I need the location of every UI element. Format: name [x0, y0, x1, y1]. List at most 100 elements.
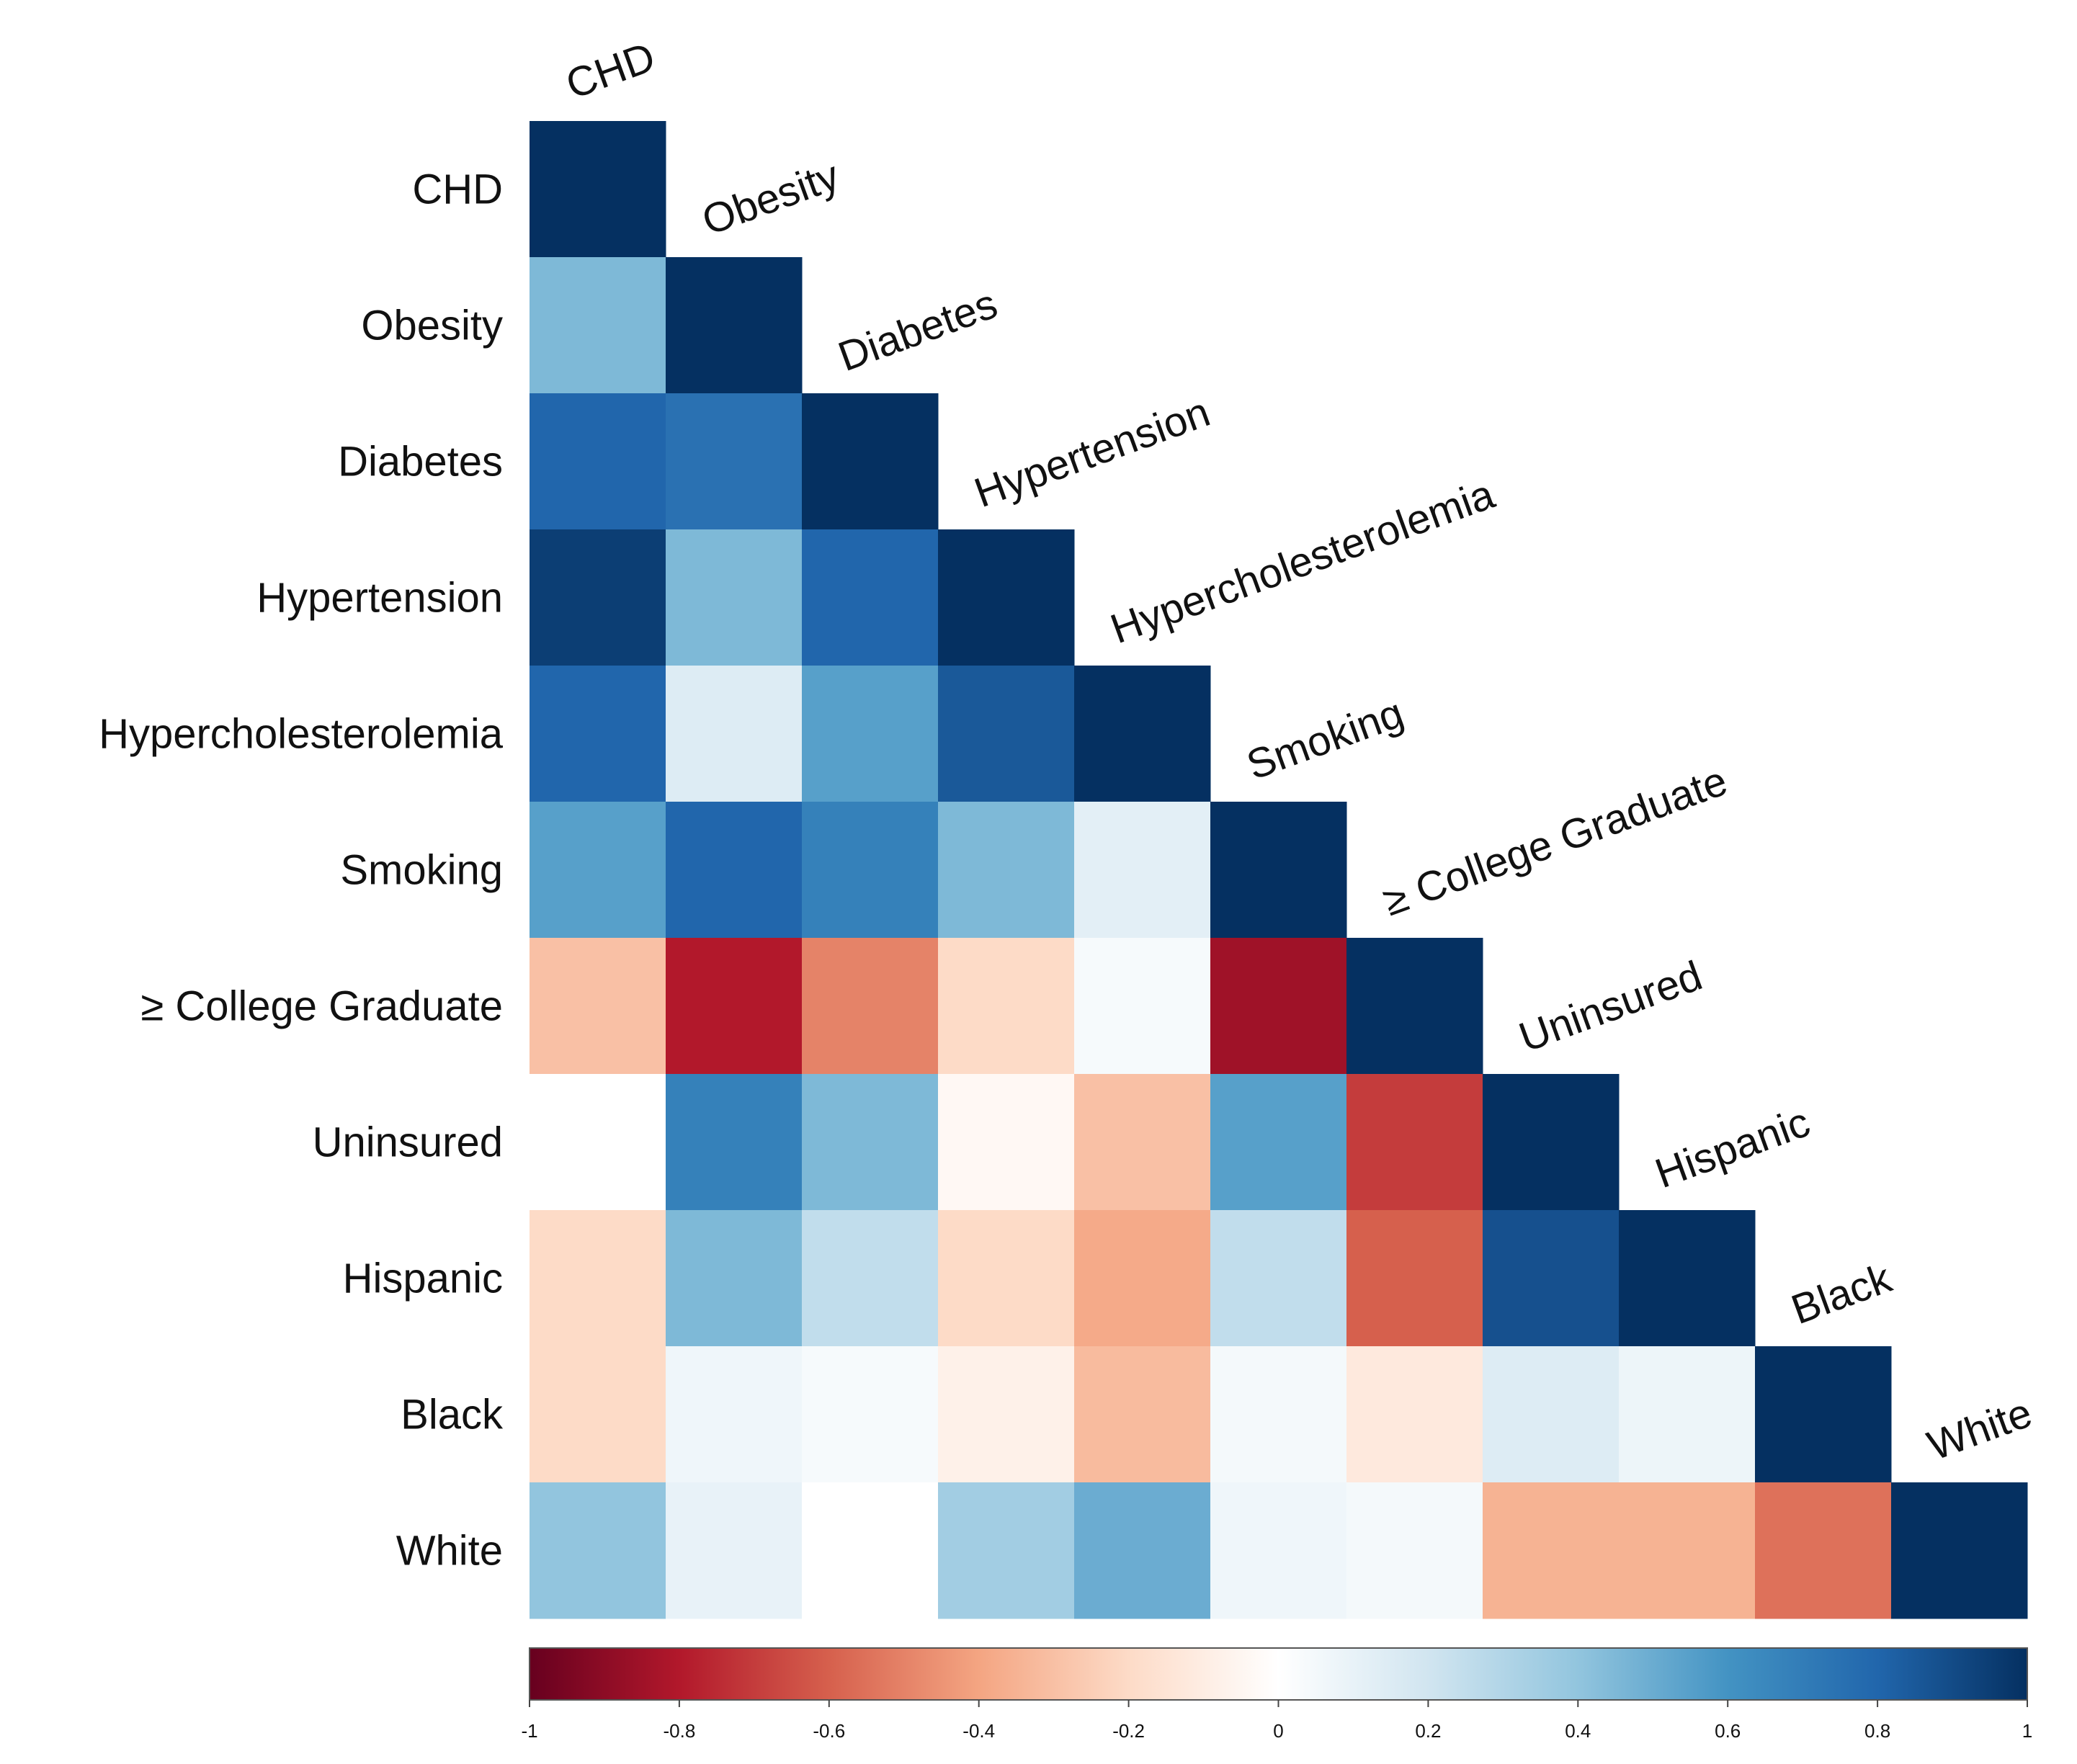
cell-white-smoking [1210, 1482, 1347, 1619]
colorbar-tick-label-neg0-2: -0.2 [1112, 1720, 1145, 1742]
colorbar-gradient [529, 1647, 2028, 1701]
col-label-hypertension: Hypertension [968, 388, 1215, 516]
col-label-obesity: Obesity [696, 152, 845, 244]
cell-hypertension-hypertension [938, 529, 1075, 666]
cell-smoking-smoking [1210, 802, 1347, 939]
cell-black-college-graduate [1346, 1346, 1483, 1483]
cell-obesity-chd [530, 257, 666, 394]
cell-diabetes-chd [530, 393, 666, 530]
colorbar-tick-label-0: 0 [1273, 1720, 1283, 1742]
cell-black-smoking [1210, 1346, 1347, 1483]
col-label-diabetes: Diabetes [832, 280, 1003, 380]
col-label-hispanic: Hispanic [1649, 1098, 1815, 1197]
cell-uninsured-uninsured [1483, 1074, 1620, 1211]
row-label-uninsured: Uninsured [313, 1119, 503, 1166]
cell-college-graduate-college-graduate [1346, 938, 1483, 1075]
cell-white-black [1755, 1482, 1892, 1619]
row-label-chd: CHD [412, 166, 503, 213]
cell-uninsured-hypercholesterolemia [1074, 1074, 1211, 1211]
cell-white-hypercholesterolemia [1074, 1482, 1211, 1619]
col-label-black: Black [1785, 1254, 1898, 1333]
row-labels: CHD Obesity Diabetes Hypertension Hyperchole… [99, 166, 504, 1575]
cell-smoking-diabetes [802, 802, 939, 939]
cell-hypertension-obesity [666, 529, 803, 666]
cell-hypercholesterolemia-diabetes [802, 666, 939, 802]
cell-black-hispanic [1619, 1346, 1756, 1483]
row-label-black: Black [401, 1392, 504, 1438]
cell-hypertension-chd [530, 529, 666, 666]
cell-black-black [1755, 1346, 1892, 1483]
cell-hispanic-college-graduate [1346, 1210, 1483, 1347]
colorbar-tick-label-neg0-6: -0.6 [813, 1720, 845, 1742]
cell-obesity-obesity [666, 257, 803, 394]
cell-college-graduate-diabetes [802, 938, 939, 1075]
heatmap-cells [530, 121, 2028, 1619]
cell-college-graduate-chd [530, 938, 666, 1075]
colorbar-tick-label-neg1: -1 [521, 1720, 537, 1742]
row-label-smoking: Smoking [340, 847, 503, 894]
col-label-smoking: Smoking [1241, 689, 1409, 789]
cell-hypercholesterolemia-obesity [666, 666, 803, 802]
row-label-obesity: Obesity [361, 303, 503, 349]
row-label-white: White [396, 1528, 503, 1575]
col-label-hypercholesterolemia: Hypercholesterolemia [1104, 470, 1501, 653]
cell-hispanic-diabetes [802, 1210, 939, 1347]
cell-white-chd [530, 1482, 666, 1619]
col-label-chd: CHD [560, 33, 661, 108]
cell-uninsured-college-graduate [1346, 1074, 1483, 1211]
row-label-college-graduate: ≥ College Graduate [140, 983, 503, 1030]
cell-hispanic-obesity [666, 1210, 803, 1347]
cell-white-obesity [666, 1482, 803, 1619]
row-label-hispanic: Hispanic [343, 1255, 503, 1302]
row-label-hypercholesterolemia: Hypercholesterolemia [99, 711, 504, 758]
colorbar-tick-label-1: 1 [2022, 1720, 2032, 1742]
cell-white-uninsured [1483, 1482, 1620, 1619]
cell-college-graduate-smoking [1210, 938, 1347, 1075]
cell-white-diabetes [802, 1482, 939, 1619]
cell-college-graduate-hypertension [938, 938, 1075, 1075]
cell-hypercholesterolemia-hypercholesterolemia [1074, 666, 1211, 802]
colorbar-tick-label-0-6: 0.6 [1715, 1720, 1741, 1742]
cell-smoking-obesity [666, 802, 803, 939]
cell-hypercholesterolemia-chd [530, 666, 666, 802]
cell-smoking-hypertension [938, 802, 1075, 939]
cell-hypercholesterolemia-hypertension [938, 666, 1075, 802]
row-label-hypertension: Hypertension [256, 575, 503, 622]
col-label-white: White [1921, 1389, 2038, 1469]
cell-hypertension-diabetes [802, 529, 939, 666]
colorbar-tick-label-neg0-8: -0.8 [663, 1720, 695, 1742]
cell-black-hypertension [938, 1346, 1075, 1483]
cell-hispanic-hispanic [1619, 1210, 1756, 1347]
cell-diabetes-diabetes [802, 393, 939, 530]
cell-college-graduate-hypercholesterolemia [1074, 938, 1211, 1075]
cell-uninsured-hypertension [938, 1074, 1075, 1211]
cell-white-college-graduate [1346, 1482, 1483, 1619]
colorbar-tick-label-0-2: 0.2 [1415, 1720, 1441, 1742]
cell-chd-chd [530, 121, 666, 258]
cell-diabetes-obesity [666, 393, 803, 530]
colorbar: -1 -0.8 -0.6 -0.4 -0.2 0 0.2 0.4 0.6 0.8 1 [521, 1647, 2032, 1742]
cell-uninsured-diabetes [802, 1074, 939, 1211]
colorbar-tick-label-0-8: 0.8 [1864, 1720, 1890, 1742]
cell-black-uninsured [1483, 1346, 1620, 1483]
col-label-uninsured: Uninsured [1513, 952, 1708, 1062]
cell-white-white [1891, 1482, 2028, 1619]
colorbar-tick-label-0-4: 0.4 [1565, 1720, 1591, 1742]
cell-hispanic-uninsured [1483, 1210, 1620, 1347]
colorbar-ticks: -1 -0.8 -0.6 -0.4 -0.2 0 0.2 0.4 0.6 0.8 1 [521, 1700, 2032, 1742]
cell-black-diabetes [802, 1346, 939, 1483]
cell-hispanic-hypercholesterolemia [1074, 1210, 1211, 1347]
cell-white-hispanic [1619, 1482, 1756, 1619]
colorbar-tick-label-neg0-4: -0.4 [962, 1720, 995, 1742]
col-label-college-graduate: ≥ College Graduate [1377, 757, 1733, 925]
cell-black-chd [530, 1346, 666, 1483]
cell-uninsured-chd [530, 1074, 666, 1211]
cell-white-hypertension [938, 1482, 1075, 1619]
cell-black-obesity [666, 1346, 803, 1483]
cell-hispanic-smoking [1210, 1210, 1347, 1347]
row-label-diabetes: Diabetes [338, 439, 503, 485]
cell-hispanic-hypertension [938, 1210, 1075, 1347]
cell-black-hypercholesterolemia [1074, 1346, 1211, 1483]
cell-college-graduate-obesity [666, 938, 803, 1075]
